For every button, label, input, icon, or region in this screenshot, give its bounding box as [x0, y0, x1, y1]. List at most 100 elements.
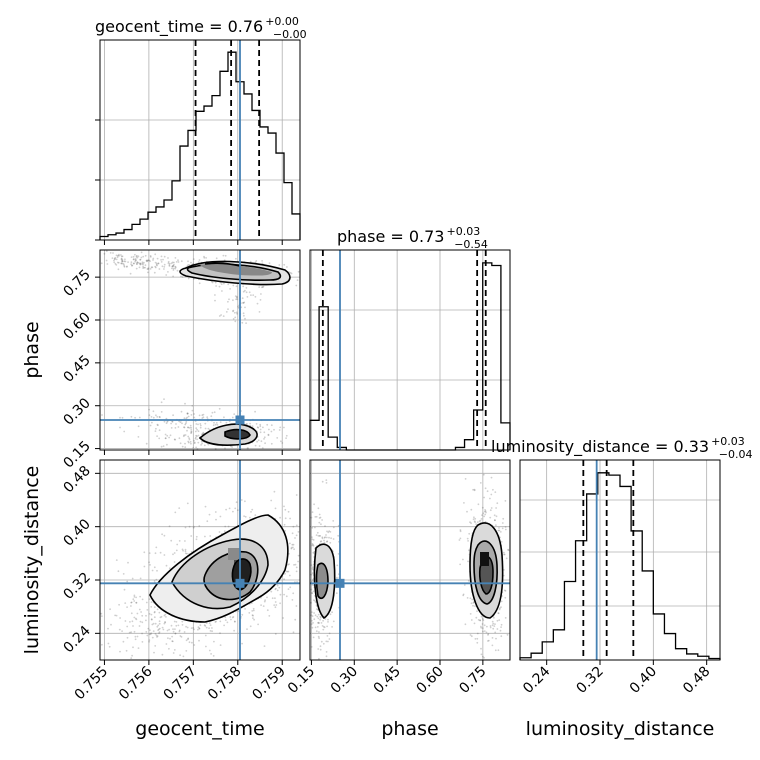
- scatter-point: [160, 255, 163, 258]
- scatter-point: [237, 610, 240, 613]
- scatter-point: [470, 602, 473, 605]
- scatter-point: [149, 424, 152, 427]
- scatter-point: [163, 614, 166, 617]
- scatter-point: [489, 626, 492, 629]
- scatter-point: [135, 255, 138, 258]
- scatter-point: [198, 639, 200, 642]
- scatter-point: [115, 254, 118, 257]
- scatter-point: [147, 259, 150, 262]
- scatter-point: [463, 502, 465, 504]
- scatter-point: [280, 440, 282, 443]
- scatter-point: [256, 426, 259, 429]
- scatter-point: [190, 535, 193, 537]
- scatter-point: [323, 536, 326, 539]
- scatter-point: [229, 288, 232, 290]
- scatter-point: [202, 413, 205, 416]
- scatter-point: [152, 416, 155, 419]
- scatter-point: [172, 414, 175, 417]
- scatter-point: [160, 401, 163, 404]
- scatter-point: [244, 608, 247, 610]
- scatter-point: [158, 611, 161, 614]
- scatter-point: [142, 265, 145, 268]
- scatter-point: [153, 606, 156, 609]
- scatter-point: [474, 521, 476, 524]
- scatter-point: [264, 442, 266, 445]
- scatter-point: [211, 281, 214, 284]
- scatter-point: [180, 636, 183, 638]
- scatter-point: [171, 265, 174, 268]
- scatter-point: [492, 627, 495, 630]
- scatter-point: [294, 563, 297, 566]
- scatter-point: [500, 626, 502, 628]
- scatter-point: [235, 501, 238, 504]
- scatter-point: [195, 434, 198, 437]
- scatter-point: [503, 553, 505, 556]
- scatter-point: [192, 258, 195, 260]
- scatter-point: [132, 598, 135, 601]
- scatter-point: [319, 645, 322, 648]
- scatter-point: [197, 626, 200, 629]
- scatter-point: [476, 637, 479, 640]
- scatter-point: [504, 617, 507, 619]
- scatter-point: [462, 594, 465, 597]
- scatter-point: [172, 628, 174, 630]
- scatter-point: [312, 590, 315, 593]
- x-tick-label: 0.759: [249, 664, 289, 704]
- scatter-point: [190, 261, 192, 264]
- scatter-point: [197, 261, 200, 263]
- scatter-point: [311, 572, 314, 574]
- scatter-point: [218, 315, 221, 317]
- x-tick-label: 0.15: [285, 664, 318, 697]
- scatter-point: [281, 442, 284, 444]
- scatter-point: [158, 631, 161, 633]
- scatter-point: [140, 256, 143, 259]
- scatter-point: [473, 516, 475, 519]
- scatter-point: [143, 261, 145, 264]
- scatter-point: [505, 557, 508, 560]
- scatter-point: [130, 631, 133, 634]
- scatter-point: [120, 262, 123, 265]
- scatter-point: [162, 258, 164, 261]
- y-axis-label-phase: phase: [21, 321, 43, 378]
- scatter-point: [101, 643, 103, 646]
- scatter-point: [154, 633, 157, 635]
- scatter-point: [183, 631, 186, 633]
- scatter-point: [163, 554, 166, 556]
- scatter-point: [115, 614, 118, 617]
- scatter-point: [236, 509, 239, 512]
- scatter-point: [119, 416, 121, 419]
- scatter-point: [139, 258, 142, 261]
- scatter-point: [186, 502, 189, 505]
- scatter-point: [156, 264, 158, 267]
- scatter-point: [184, 402, 186, 405]
- scatter-point: [193, 644, 196, 646]
- scatter-point: [184, 423, 187, 426]
- scatter-point: [168, 525, 171, 528]
- scatter-point: [270, 590, 273, 593]
- scatter-point: [164, 613, 167, 616]
- scatter-point: [322, 619, 324, 622]
- scatter-point: [138, 608, 141, 611]
- scatter-point: [223, 530, 226, 533]
- scatter-point: [186, 429, 188, 432]
- scatter-point: [185, 639, 188, 642]
- scatter-point: [312, 551, 315, 554]
- scatter-point: [261, 260, 263, 262]
- scatter-point: [319, 616, 322, 619]
- scatter-point: [312, 543, 314, 546]
- scatter-point: [135, 254, 138, 257]
- scatter-point: [317, 648, 320, 650]
- scatter-point: [168, 436, 171, 439]
- scatter-point: [292, 631, 295, 634]
- scatter-point: [200, 440, 203, 443]
- scatter-point: [274, 633, 277, 635]
- scatter-point: [254, 261, 257, 264]
- scatter-point: [241, 321, 244, 324]
- scatter-point: [214, 447, 217, 450]
- scatter-point: [336, 576, 338, 579]
- scatter-point: [193, 441, 196, 444]
- scatter-point: [145, 619, 147, 622]
- scatter-point: [198, 414, 201, 417]
- scatter-point: [225, 508, 228, 511]
- scatter-point: [203, 624, 206, 627]
